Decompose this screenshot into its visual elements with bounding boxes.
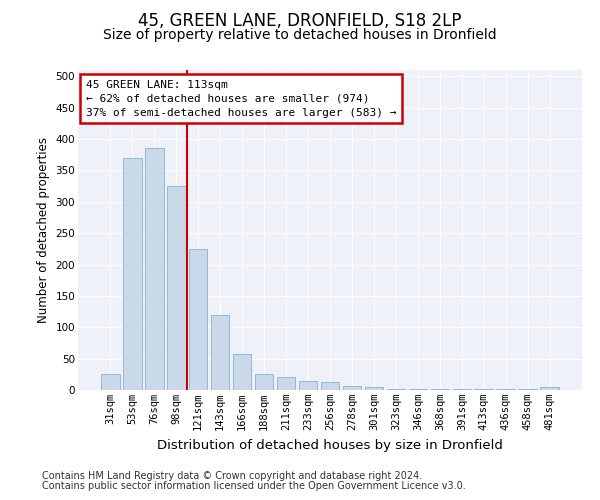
Bar [123,158,142,390]
Y-axis label: Number of detached properties: Number of detached properties [37,137,50,323]
Bar [541,388,559,390]
Bar [189,249,208,390]
Bar [277,378,295,390]
Bar [211,314,229,390]
Text: 45, GREEN LANE, DRONFIELD, S18 2LP: 45, GREEN LANE, DRONFIELD, S18 2LP [138,12,462,30]
Bar [320,382,340,390]
Text: Contains HM Land Registry data © Crown copyright and database right 2024.: Contains HM Land Registry data © Crown c… [42,471,422,481]
Bar [343,386,361,390]
Text: Contains public sector information licensed under the Open Government Licence v3: Contains public sector information licen… [42,481,466,491]
Bar [386,388,405,390]
X-axis label: Distribution of detached houses by size in Dronfield: Distribution of detached houses by size … [157,438,503,452]
Bar [299,380,317,390]
Bar [233,354,251,390]
Text: 45 GREEN LANE: 113sqm
← 62% of detached houses are smaller (974)
37% of semi-det: 45 GREEN LANE: 113sqm ← 62% of detached … [86,80,396,118]
Bar [365,388,383,390]
Bar [101,374,119,390]
Text: Size of property relative to detached houses in Dronfield: Size of property relative to detached ho… [103,28,497,42]
Bar [167,186,185,390]
Bar [255,374,274,390]
Bar [145,148,164,390]
